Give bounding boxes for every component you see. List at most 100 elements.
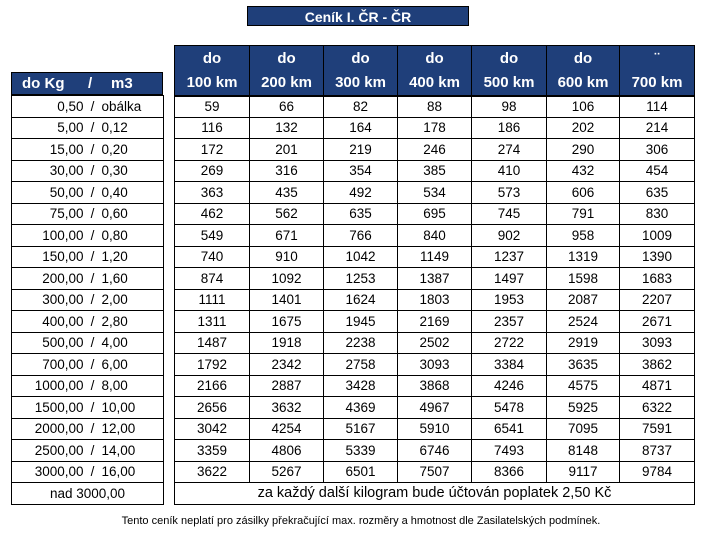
price-cell: 1111 (174, 288, 250, 311)
column-header-top: do (202, 50, 222, 67)
weight-cell: 30,00 (11, 159, 86, 182)
price-cell: 202 (546, 116, 620, 139)
table-row: 30,00/0,30 (11, 159, 164, 182)
separator-cell: / (85, 310, 100, 333)
volume-cell: 0,12 (99, 116, 164, 139)
price-cell: 549 (174, 224, 250, 247)
price-cell: 66 (249, 95, 324, 118)
price-cell: 1009 (619, 224, 695, 247)
price-cell: 671 (249, 224, 324, 247)
price-cell: 745 (471, 202, 547, 225)
price-cell: 4246 (471, 374, 547, 397)
price-cell: 2919 (546, 331, 620, 354)
price-cell: 363 (174, 181, 250, 204)
table-row: 3000,00/16,00 (11, 460, 164, 483)
separator-cell: / (85, 95, 100, 118)
table-row: 50,00/0,40 (11, 181, 164, 204)
table-row: 1000,00/8,00 (11, 374, 164, 397)
separator-cell: / (85, 138, 100, 161)
weight-cell: 100,00 (11, 224, 86, 247)
column-header-distance: 200 km (261, 74, 312, 91)
column-header-distance: 700 km (631, 74, 683, 91)
price-cell: 1497 (471, 267, 547, 290)
table-row: 462 562 635 695 745 791 830 (174, 202, 695, 225)
volume-cell: 0,80 (99, 224, 164, 247)
table-row: za každý další kilogram bude účtován pop… (174, 482, 695, 505)
table-row: 1311 1675 1945 2169 2357 2524 2671 (174, 310, 695, 333)
price-cell: 5478 (471, 396, 547, 419)
volume-cell: 4,00 (99, 331, 164, 354)
price-cell: 5925 (546, 396, 620, 419)
table-row: 700,00/6,00 (11, 353, 164, 376)
table-row: 2500,00/14,00 (11, 439, 164, 462)
price-cell: 3359 (174, 439, 250, 462)
price-cell: 114 (619, 95, 695, 118)
weight-cell: 3000,00 (11, 460, 86, 483)
column-header-top: do (499, 50, 519, 67)
price-cell: 1945 (323, 310, 398, 333)
price-cell: 2357 (471, 310, 547, 333)
column-header-distance: 300 km (335, 74, 386, 91)
price-cell: 3635 (546, 353, 620, 376)
price-cell: 214 (619, 116, 695, 139)
price-cell: 3428 (323, 374, 398, 397)
price-cell: 766 (323, 224, 398, 247)
price-list-title: Ceník I. ČR - ČR (247, 6, 469, 26)
price-cell: 3042 (174, 417, 250, 440)
price-cell: 1149 (397, 245, 472, 268)
price-cell: 7591 (619, 417, 695, 440)
distance-column-header: ¨ 700 km (619, 45, 695, 97)
weight-cell: 0,50 (11, 95, 86, 118)
table-row: 400,00/2,80 (11, 310, 164, 333)
price-cell: 5910 (397, 417, 472, 440)
volume-cell: obálka (99, 95, 164, 118)
table-row: 1487 1918 2238 2502 2722 2919 3093 (174, 331, 695, 354)
price-cell: 2758 (323, 353, 398, 376)
volume-cell: 12,00 (99, 417, 164, 440)
distance-column-header: do 100 km (174, 45, 250, 97)
price-cell: 8366 (471, 460, 547, 483)
price-cell: 6501 (323, 460, 398, 483)
price-cell: 7493 (471, 439, 547, 462)
table-row: 740 910 1042 1149 1237 1319 1390 (174, 245, 695, 268)
price-cell: 1624 (323, 288, 398, 311)
price-cell: 172 (174, 138, 250, 161)
separator-cell: / (85, 224, 100, 247)
price-cell: 2207 (619, 288, 695, 311)
volume-cell: 0,30 (99, 159, 164, 182)
table-row: 1500,00/10,00 (11, 396, 164, 419)
separator-cell: / (85, 331, 100, 354)
table-row: 3042 4254 5167 5910 6541 7095 7591 (174, 417, 695, 440)
price-cell: 791 (546, 202, 620, 225)
price-cell: 606 (546, 181, 620, 204)
price-cell: 116 (174, 116, 250, 139)
distance-column-header: do 300 km (323, 45, 398, 97)
footer-note: Tento ceník neplatí pro zásilky překraču… (121, 515, 601, 527)
price-cell: 2722 (471, 331, 547, 354)
separator-cell: / (85, 202, 100, 225)
price-cell: 178 (397, 116, 472, 139)
distance-column-header: do 400 km (397, 45, 472, 97)
table-row: 172 201 219 246 274 290 306 (174, 138, 695, 161)
table-row: 2166 2887 3428 3868 4246 4575 4871 (174, 374, 695, 397)
price-cell: 462 (174, 202, 250, 225)
price-cell: 958 (546, 224, 620, 247)
weight-cell: 150,00 (11, 245, 86, 268)
price-cell: 492 (323, 181, 398, 204)
price-cell: 695 (397, 202, 472, 225)
price-cell: 2524 (546, 310, 620, 333)
price-cell: 2087 (546, 288, 620, 311)
table-row: 3359 4806 5339 6746 7493 8148 8737 (174, 439, 695, 462)
separator-cell: / (85, 460, 100, 483)
column-header-distance: 100 km (186, 74, 238, 91)
price-cell: 5339 (323, 439, 398, 462)
weight-cell: 400,00 (11, 310, 86, 333)
table-row: 363 435 492 534 573 606 635 (174, 181, 695, 204)
volume-cell: 2,80 (99, 310, 164, 333)
table-row: 100,00/0,80 (11, 224, 164, 247)
price-cell: 1675 (249, 310, 324, 333)
column-header-top: ¨ (654, 50, 660, 67)
price-cell: 874 (174, 267, 250, 290)
price-cell: 840 (397, 224, 472, 247)
table-row: 5,00/0,12 (11, 116, 164, 139)
